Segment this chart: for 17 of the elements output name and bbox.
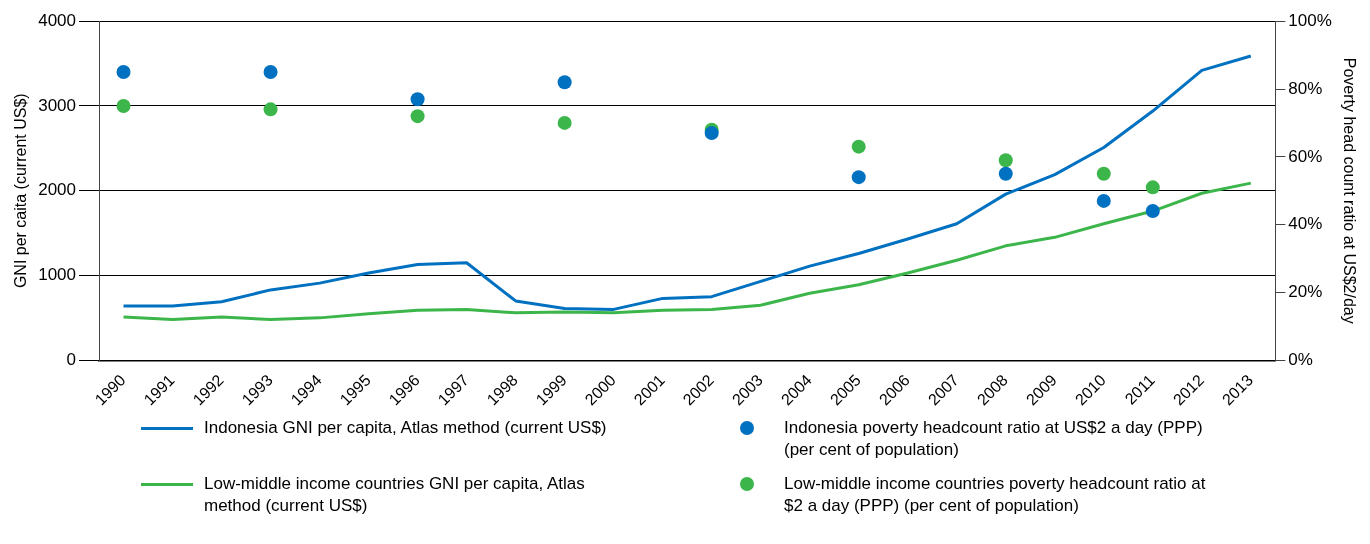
y2-tick-label: 80%: [1288, 78, 1323, 98]
y-tick-label: 2000: [38, 180, 77, 200]
y2-tick-label: 0%: [1288, 349, 1313, 369]
legend-label: Indonesia poverty headcount ratio at US$2 a day (PPP) (per cent of population): [784, 417, 1204, 461]
y2-tick-label: 100%: [1288, 10, 1332, 30]
y-tick-label: 4000: [38, 10, 77, 30]
y2-tick-label: 60%: [1288, 146, 1323, 166]
y2-axis-title: Poverty head count ratio at US$2/day: [1340, 57, 1358, 324]
y2-tick-label: 20%: [1288, 282, 1323, 302]
legend-label: Low-middle income countries poverty headcount ratio at $2 a day (PPP) (per cent of population): [784, 473, 1207, 517]
y-tick-label: 0: [66, 349, 77, 369]
y2-tick-label: 40%: [1288, 214, 1323, 234]
y-tick-label: 3000: [38, 95, 77, 115]
y-axis-title: GNI per caita (current US$): [12, 93, 30, 289]
legend-label: Low-middle income countries GNI per capita, Atlas method (current US$): [204, 473, 586, 517]
legend-label: Indonesia GNI per capita, Atlas method (current US$): [204, 417, 608, 439]
y-tick-label: 1000: [38, 265, 77, 285]
